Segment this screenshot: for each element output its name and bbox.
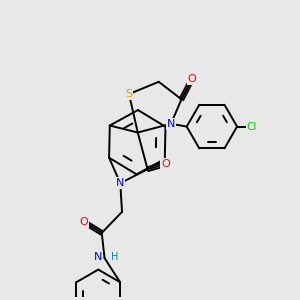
Text: N: N (116, 178, 124, 188)
Text: O: O (79, 217, 88, 227)
Text: O: O (161, 159, 170, 169)
Text: S: S (125, 89, 133, 99)
Text: Cl: Cl (247, 122, 257, 132)
Text: N: N (94, 252, 102, 262)
Text: N: N (167, 119, 175, 129)
Text: H: H (111, 252, 118, 262)
Text: O: O (188, 74, 196, 84)
